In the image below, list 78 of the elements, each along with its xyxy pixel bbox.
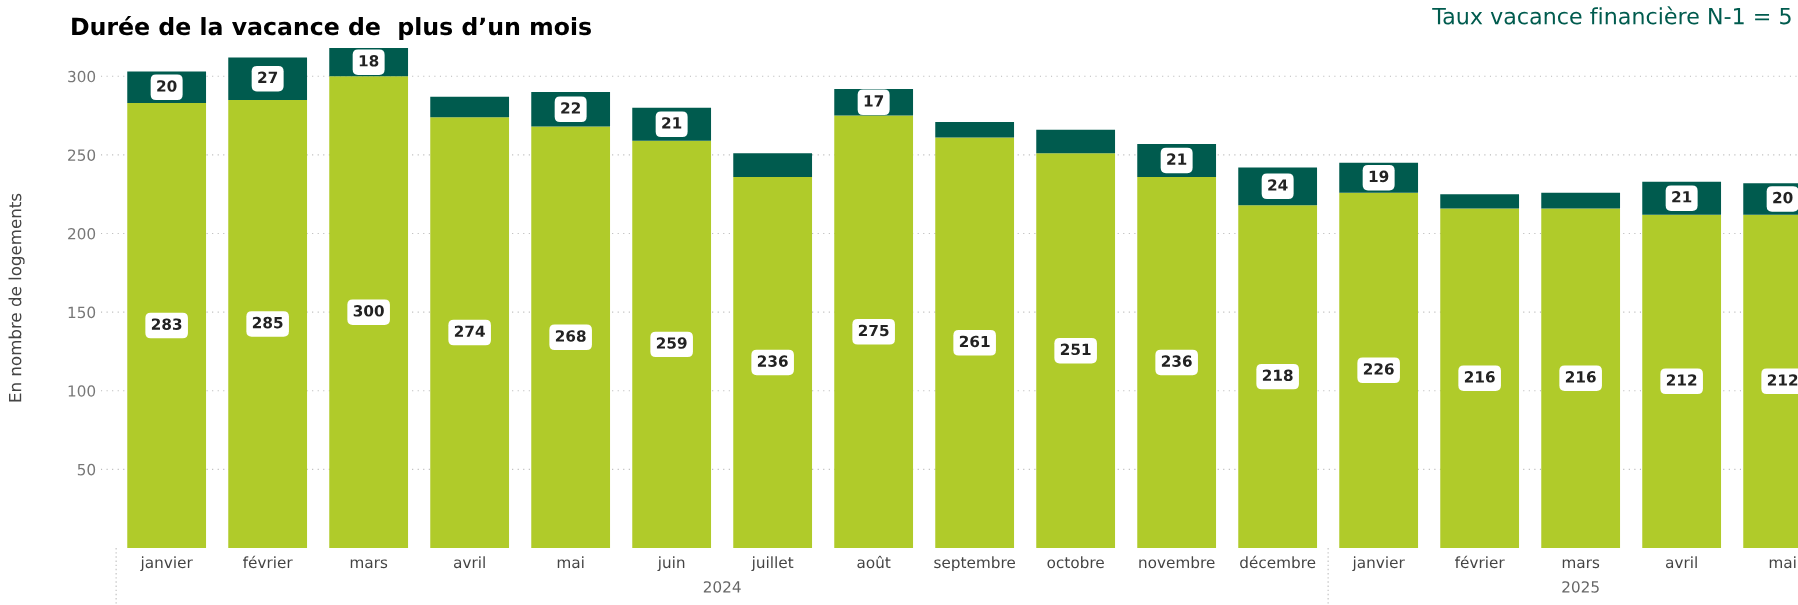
bar <box>531 126 611 548</box>
x-tick-label: mai <box>1769 556 1796 569</box>
bar <box>834 115 914 548</box>
bar <box>1642 214 1722 548</box>
y-tick-label: 100 <box>68 385 96 397</box>
data-label: 216 <box>1464 371 1495 383</box>
bar <box>1238 205 1318 548</box>
x-tick-label: novembre <box>1139 556 1215 569</box>
text: 2025 <box>1562 581 1599 593</box>
data-label: 216 <box>1565 371 1596 383</box>
data-label: 21 <box>1672 191 1692 203</box>
bar <box>228 99 308 548</box>
x-tick-label: octobre <box>1047 556 1104 569</box>
data-label: 17 <box>864 95 884 107</box>
data-label: 261 <box>959 335 990 348</box>
data-label: 212 <box>1767 374 1798 386</box>
y-tick-label: 250 <box>68 149 96 161</box>
x-tick-label: avril <box>453 556 485 569</box>
bar <box>632 140 712 548</box>
data-label: 274 <box>454 325 485 337</box>
y-tick-label: 150 <box>68 306 96 319</box>
bar <box>1440 194 1520 209</box>
bar <box>1036 129 1116 154</box>
data-label: 212 <box>1666 374 1697 386</box>
data-label: 259 <box>656 337 687 349</box>
x-tick-label: janvier <box>1352 556 1405 572</box>
data-label: 21 <box>662 117 682 129</box>
data-label: 285 <box>252 316 283 329</box>
data-label: 251 <box>1060 343 1091 356</box>
data-label: 20 <box>157 80 177 92</box>
data-label: 22 <box>561 102 580 114</box>
data-label: 268 <box>555 330 586 342</box>
data-label: 20 <box>1773 191 1793 204</box>
y-axis-title: En nombre de logements <box>8 193 25 402</box>
bar <box>733 176 813 548</box>
bar <box>1137 176 1217 548</box>
x-tick-label: février <box>1454 555 1505 569</box>
data-label: 21 <box>1167 153 1187 165</box>
bar <box>1036 153 1116 548</box>
bar <box>733 153 813 177</box>
data-label: 236 <box>1161 355 1192 367</box>
bar <box>127 103 207 548</box>
data-label: 18 <box>359 55 379 67</box>
data-label: 24 <box>1268 179 1288 191</box>
y-tick-label: 300 <box>68 70 96 83</box>
x-tick-label: avril <box>1665 556 1697 569</box>
data-label: 275 <box>858 324 889 337</box>
bar <box>935 121 1015 138</box>
data-label: 300 <box>353 305 384 317</box>
y-tick-label: 50 <box>77 463 96 476</box>
text: 2024 <box>703 581 741 593</box>
data-label: 236 <box>757 355 788 367</box>
x-tick-label: mars <box>1562 559 1600 569</box>
data-label: 218 <box>1262 369 1293 382</box>
text: Taux vacance financière N-1 = 5 <box>1432 6 1791 25</box>
bar <box>1339 192 1419 548</box>
y-tick-label: 200 <box>68 228 96 240</box>
x-tick-label: septembre <box>934 556 1016 572</box>
bar <box>430 117 510 548</box>
x-tick-label: juillet <box>751 556 794 572</box>
x-tick-label: juin <box>657 556 685 572</box>
x-tick-label: mars <box>350 559 388 569</box>
chart-title: Durée de la vacance de plus d’un mois <box>72 16 591 40</box>
x-tick-label: août <box>857 555 891 569</box>
x-tick-label: mai <box>557 556 584 569</box>
bar <box>329 76 409 548</box>
bar <box>935 137 1015 548</box>
data-label: 226 <box>1363 363 1394 375</box>
x-tick-label: février <box>242 555 293 569</box>
x-tick-label: janvier <box>140 556 193 572</box>
bar <box>430 96 510 118</box>
bar <box>1541 192 1621 209</box>
data-label: 27 <box>258 71 278 83</box>
x-tick-label: décembre <box>1240 555 1316 569</box>
data-label: 19 <box>1369 170 1389 183</box>
bar <box>1440 208 1520 548</box>
bar <box>1541 208 1621 548</box>
data-label: 283 <box>151 318 182 330</box>
